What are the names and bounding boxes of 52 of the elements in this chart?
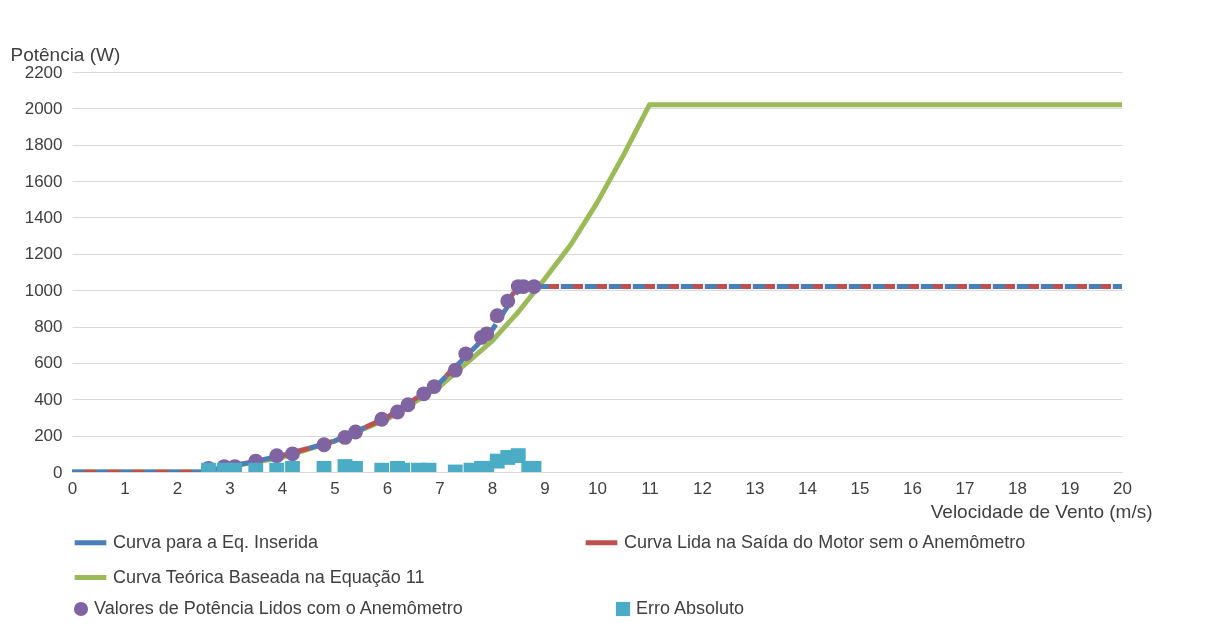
y-tick-label: 1200 — [24, 244, 63, 264]
point — [416, 386, 432, 402]
x-tick-label: 7 — [435, 478, 445, 498]
point — [390, 404, 405, 420]
x-tick-label: 10 — [588, 478, 607, 498]
x-tick-label: 0 — [67, 478, 78, 498]
x-tick-label: 16 — [903, 478, 922, 498]
y-tick-label: 600 — [34, 353, 63, 373]
x-tick-label: 17 — [955, 478, 975, 498]
legend-label: Curva Teórica Baseada na Equação 11 — [113, 566, 425, 587]
x-tick-label: 1 — [120, 478, 130, 498]
x-tick-label: 2 — [172, 478, 183, 498]
y-tick-label: 1800 — [24, 135, 63, 155]
x-tick-label: 11 — [641, 478, 659, 498]
point — [447, 362, 463, 378]
y-tick-label: 1600 — [24, 171, 63, 191]
x-tick-label: 9 — [540, 478, 550, 498]
x-tick-label: 18 — [1008, 478, 1027, 498]
y-tick-label: 2000 — [24, 98, 63, 118]
point — [479, 326, 495, 342]
point — [348, 424, 363, 440]
y-tick-label: 0 — [53, 462, 63, 482]
point — [458, 346, 474, 362]
x-tick-label: 8 — [487, 478, 498, 498]
y-tick-label: 1000 — [24, 280, 63, 300]
x-tick-label: 6 — [382, 478, 393, 498]
y-tick-label: 200 — [34, 426, 63, 446]
point — [426, 379, 442, 394]
x-tick-label: 4 — [277, 478, 288, 498]
point — [526, 279, 542, 294]
point — [489, 308, 505, 324]
x-tick-label: 13 — [745, 478, 765, 498]
x-tick-label: 3 — [225, 478, 235, 498]
y-tick-label: 1400 — [24, 207, 63, 227]
y-axis-title: Potência (W) — [10, 43, 121, 65]
x-tick-label: 20 — [1113, 478, 1132, 498]
legend-label: Valores de Potência Lidos com o Anemômetro — [94, 598, 463, 618]
point — [374, 411, 390, 427]
x-axis-title: Velocidade de Vento (m/s) — [930, 500, 1153, 522]
x-tick-label: 14 — [798, 478, 817, 498]
legend-label: Curva Lida na Saída do Motor sem o Anemômetro — [624, 531, 1026, 552]
legend-label: Curva para a Eq. Inserida — [113, 531, 320, 552]
point — [500, 293, 516, 309]
x-tick-label: 19 — [1060, 478, 1080, 498]
y-tick-label: 400 — [34, 389, 63, 409]
x-tick-label: 12 — [693, 478, 712, 498]
legend-label: Erro Absoluto — [636, 598, 745, 618]
x-tick-label: 15 — [850, 478, 870, 498]
y-tick-label: 800 — [34, 317, 63, 337]
x-tick-label: 5 — [330, 478, 340, 498]
point — [400, 397, 416, 413]
y-tick-label: 2200 — [24, 62, 63, 82]
